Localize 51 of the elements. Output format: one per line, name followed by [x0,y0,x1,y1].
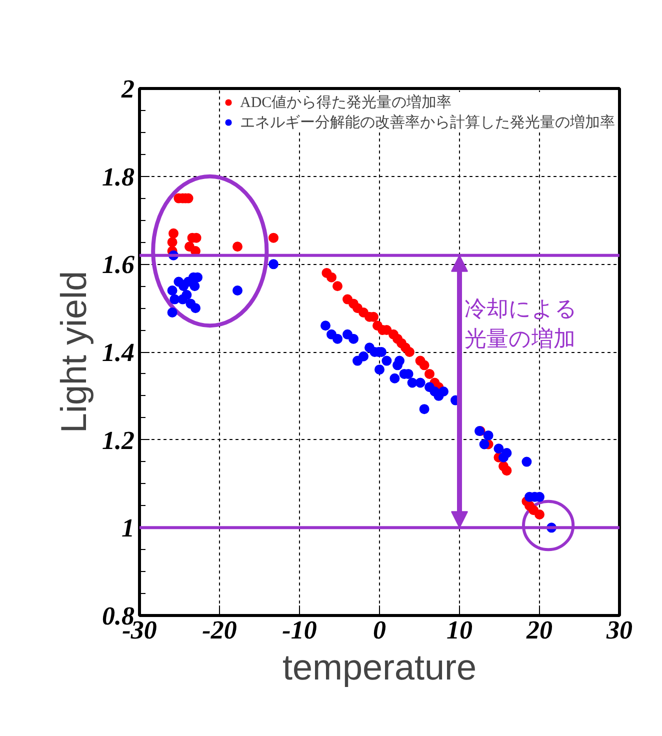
legend-label: ADC値から得た発光量の増加率 [240,93,452,112]
point [404,347,414,357]
point [320,320,330,331]
point [498,452,508,462]
point [419,404,430,414]
point [522,456,532,467]
x-tick-label: 0 [373,616,386,644]
y-tick-label: 2 [120,74,134,104]
point [190,281,200,292]
y-tick-label: 1.4 [102,338,134,367]
point [479,439,490,450]
point [424,368,434,379]
point [326,272,336,282]
point [394,356,404,366]
point [374,364,384,375]
y-axis-title: Light yield [53,270,94,434]
annotation: 冷却による光量の増加 [464,297,578,352]
point [167,307,178,318]
point [390,373,400,384]
y-tick-label: 1.8 [102,162,134,192]
point [358,351,368,362]
point [168,228,178,238]
point [182,290,192,300]
point [382,356,392,366]
y-tick-label: 1.2 [102,426,134,455]
point [438,386,448,397]
point [483,430,494,440]
point [190,303,200,314]
point [494,444,504,454]
point [415,378,426,388]
x-axis-title: temperature [282,646,477,688]
x-tick-label: -10 [282,616,317,644]
point [419,360,430,370]
x-tick-label: -20 [202,616,237,644]
point [348,334,358,344]
point [332,281,342,292]
x-tick-label: 20 [526,616,552,644]
point [167,237,178,248]
point [332,334,342,344]
point [232,286,242,296]
point [232,242,242,252]
legend-label: エネルギー分解能の改善率から計算した発光量の増加率 [240,113,615,132]
y-tick-label: 1 [122,514,134,543]
point [268,232,278,243]
y-tick-label: 1.6 [102,250,134,280]
point [167,286,178,296]
point [534,510,544,520]
x-tick-label: 10 [446,616,472,644]
x-tick-label: 30 [606,616,632,644]
point [502,466,512,476]
point [268,259,278,270]
